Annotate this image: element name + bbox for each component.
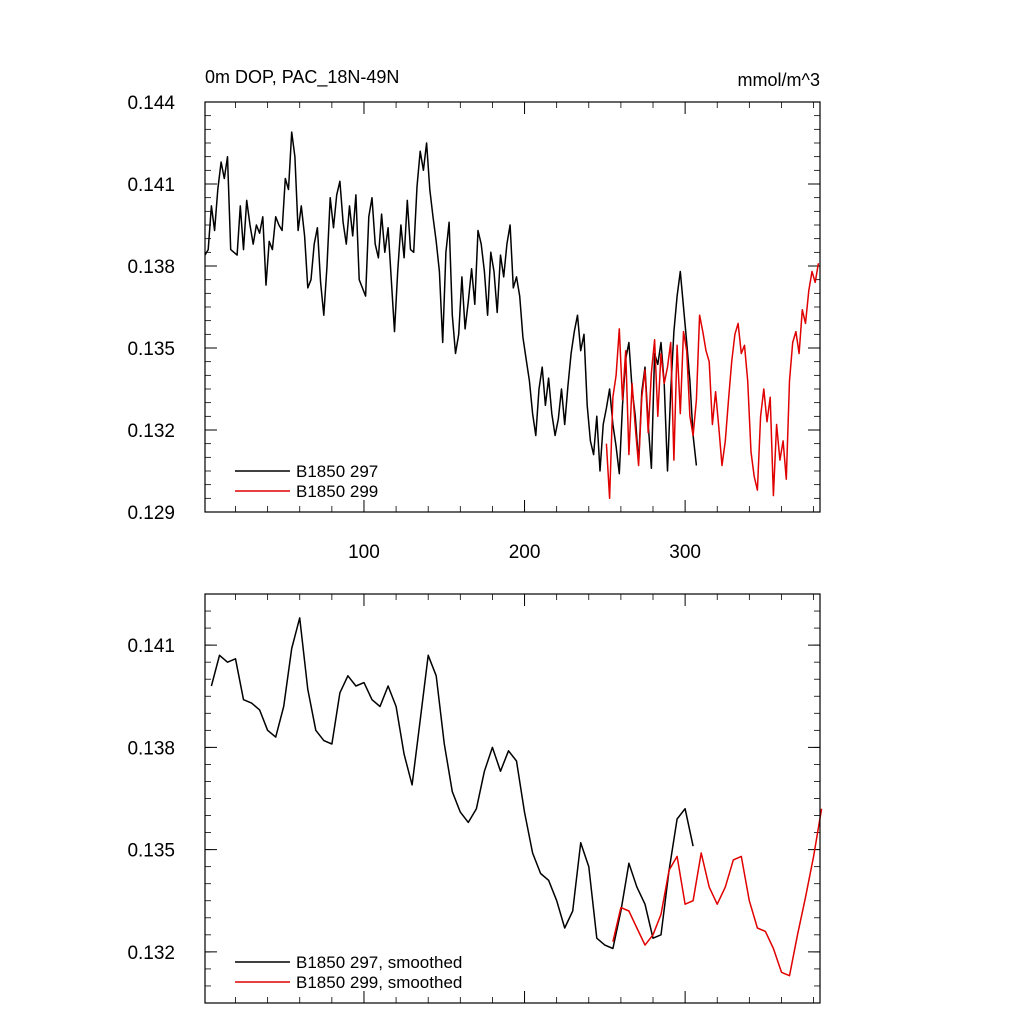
y-tick-label: 0.138 (127, 257, 175, 278)
bottom-axis-ticks (205, 593, 820, 1004)
legend-label-299: B1850 299 (296, 482, 378, 501)
x-tick-label: 100 (348, 542, 380, 563)
series-line-299 (605, 263, 820, 500)
chart-title: 0m DOP, PAC_18N-49N (205, 67, 399, 88)
legend-label-297-smoothed: B1850 297, smoothed (296, 953, 462, 972)
legend-label-299-smoothed: B1850 299, smoothed (296, 973, 462, 992)
top-legend: B1850 297 B1850 299 (235, 462, 378, 501)
top-chart-panel: 0m DOP, PAC_18N-49N mmol/m^3 0.1290.1320… (127, 67, 821, 563)
y-tick-label: 0.129 (127, 503, 175, 524)
series-line-297 (204, 131, 698, 475)
series-line-297 (210, 617, 694, 950)
y-tick-label: 0.144 (127, 93, 175, 114)
x-tick-label: 200 (509, 542, 541, 563)
bottom-legend: B1850 297, smoothed B1850 299, smoothed (235, 953, 462, 992)
top-axis-ticks (205, 101, 820, 513)
y-tick-label: 0.138 (127, 738, 175, 759)
top-plot-frame (204, 101, 821, 513)
bottom-series-lines (210, 617, 823, 977)
top-series-lines (204, 131, 820, 500)
y-tick-label: 0.132 (127, 943, 175, 964)
y-tick-label: 0.135 (127, 339, 175, 360)
x-tick-label: 300 (669, 542, 701, 563)
top-x-tick-labels: 100 200 300 (348, 542, 701, 563)
units-label: mmol/m^3 (738, 70, 820, 90)
y-tick-label: 0.135 (127, 841, 175, 862)
legend-label-297: B1850 297 (296, 462, 378, 481)
y-tick-label: 0.141 (127, 175, 175, 196)
series-line-299 (612, 808, 823, 977)
bottom-plot-frame (204, 593, 821, 1004)
y-tick-label: 0.132 (127, 421, 175, 442)
bottom-y-tick-labels: 0.132 0.135 0.138 0.141 (127, 636, 175, 964)
bottom-chart-panel: 0.132 0.135 0.138 0.141 B1850 297, smoothed… (127, 593, 823, 1004)
y-tick-label: 0.141 (127, 636, 175, 657)
top-y-tick-labels: 0.129 0.132 0.135 0.138 0.141 0.144 (127, 93, 175, 524)
